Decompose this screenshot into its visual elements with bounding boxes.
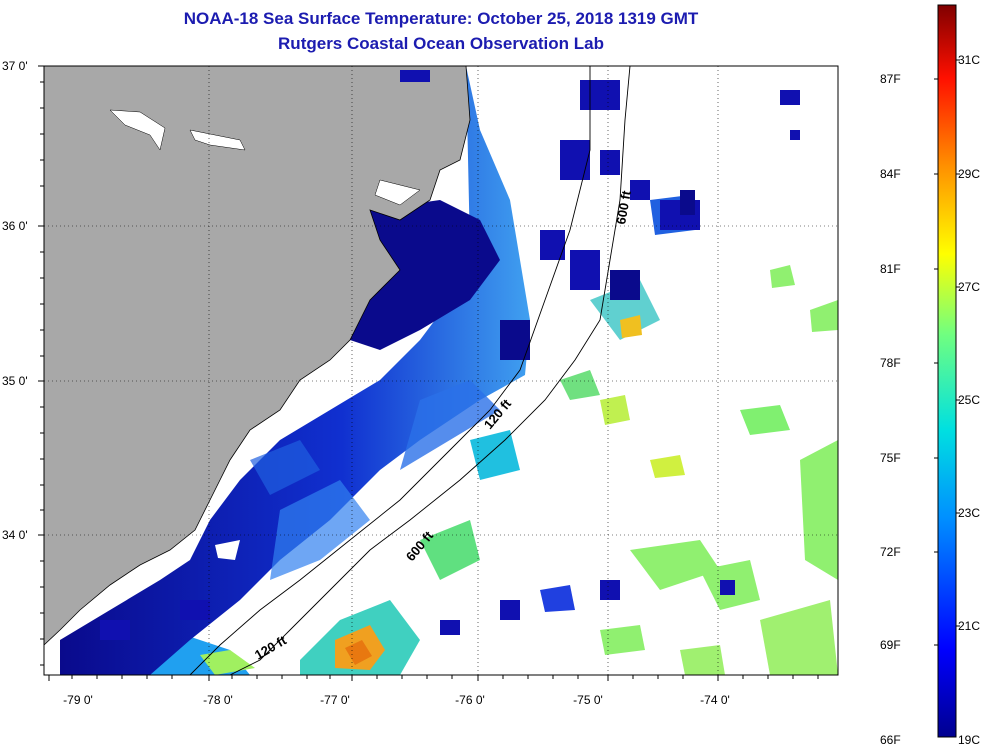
- lat-label: 36 0': [2, 219, 28, 233]
- colorbar-label-f: 69F: [880, 638, 901, 652]
- map-frame: [43, 65, 839, 676]
- colorbar-label-f: 87F: [880, 72, 901, 86]
- colorbar-label-c: 23C: [958, 506, 981, 520]
- colorbar-label-f: 72F: [880, 545, 901, 559]
- colorbar-label-f: 84F: [880, 167, 901, 181]
- lat-label: 34 0': [2, 528, 28, 542]
- colorbar-label-c: 25C: [958, 393, 981, 407]
- colorbar-label-f: 78F: [880, 356, 901, 370]
- lon-label: -79 0': [63, 693, 93, 707]
- lon-label: -77 0': [320, 693, 350, 707]
- colorbar: [937, 4, 957, 738]
- map-subtitle: Rutgers Coastal Ocean Observation Lab: [278, 34, 604, 53]
- cold-shelf-water: [60, 66, 530, 675]
- contour-label: 600 ft: [613, 189, 634, 226]
- colorbar-label-c: 27C: [958, 280, 981, 294]
- colorbar-label-c: 21C: [958, 619, 981, 633]
- map-title: NOAA-18 Sea Surface Temperature: October…: [183, 9, 699, 28]
- colorbar-label-f: 75F: [880, 451, 901, 465]
- contour-120ft: [189, 66, 591, 675]
- lon-label: -78 0': [203, 693, 233, 707]
- graticule: [44, 66, 838, 675]
- land-mass: [44, 66, 471, 646]
- colorbar-label-f: 66F: [880, 733, 901, 747]
- contour-600ft: [229, 66, 631, 675]
- colorbar-label-f: 81F: [880, 262, 901, 276]
- colorbar-label-c: 29C: [958, 167, 981, 181]
- colorbar-label-c: 31C: [958, 53, 981, 67]
- pamlico-sound: [350, 200, 500, 350]
- lat-label: 37 0': [2, 59, 28, 73]
- lon-label: -74 0': [700, 693, 730, 707]
- lon-label: -75 0': [573, 693, 603, 707]
- colorbar-label-c: 19C: [958, 733, 981, 747]
- lat-label: 35 0': [2, 374, 28, 388]
- lon-label: -76 0': [455, 693, 485, 707]
- sst-ocean-patches: [120, 195, 838, 675]
